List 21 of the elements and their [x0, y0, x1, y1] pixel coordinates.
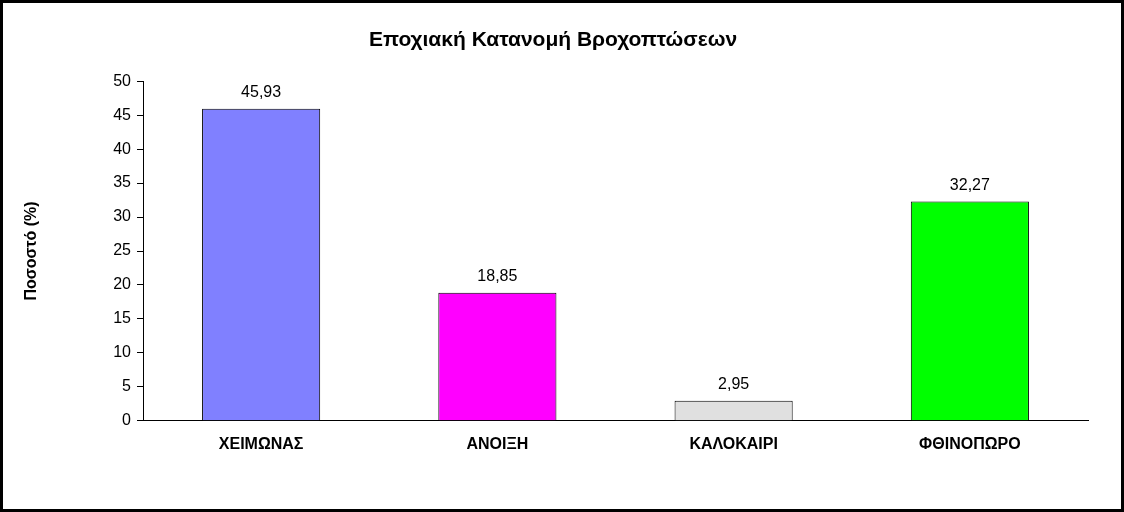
x-tick-label: ΑΝΟΙΞΗ	[466, 434, 529, 452]
data-label: 2,95	[718, 375, 750, 393]
y-tick-label: 35	[113, 173, 132, 191]
y-tick-label: 20	[113, 275, 132, 293]
data-label: 18,85	[477, 267, 518, 285]
y-tick-label: 45	[113, 105, 132, 123]
y-tick-label: 15	[113, 309, 132, 327]
x-tick-label: ΦΘΙΝΟΠΩΡΟ	[919, 434, 1021, 452]
y-tick-label: 50	[113, 71, 132, 89]
y-axis-title: Ποσοστό (%)	[22, 201, 40, 301]
y-tick-label: 10	[113, 343, 132, 361]
x-tick-label: ΧΕΙΜΩΝΑΣ	[218, 434, 304, 452]
y-tick-label: 40	[113, 139, 132, 157]
chart-title: Εποχιακή Κατανομή Βροχοπτώσεων	[368, 27, 738, 51]
y-tick-label: 5	[122, 377, 132, 395]
y-tick-label: 25	[113, 241, 132, 259]
y-tick-label: 30	[113, 207, 132, 225]
data-label: 32,27	[949, 176, 990, 194]
y-tick-label: 0	[122, 411, 132, 429]
x-tick-label: ΚΑΛΟΚΑΙΡΙ	[689, 434, 778, 452]
data-label: 45,93	[241, 83, 282, 101]
